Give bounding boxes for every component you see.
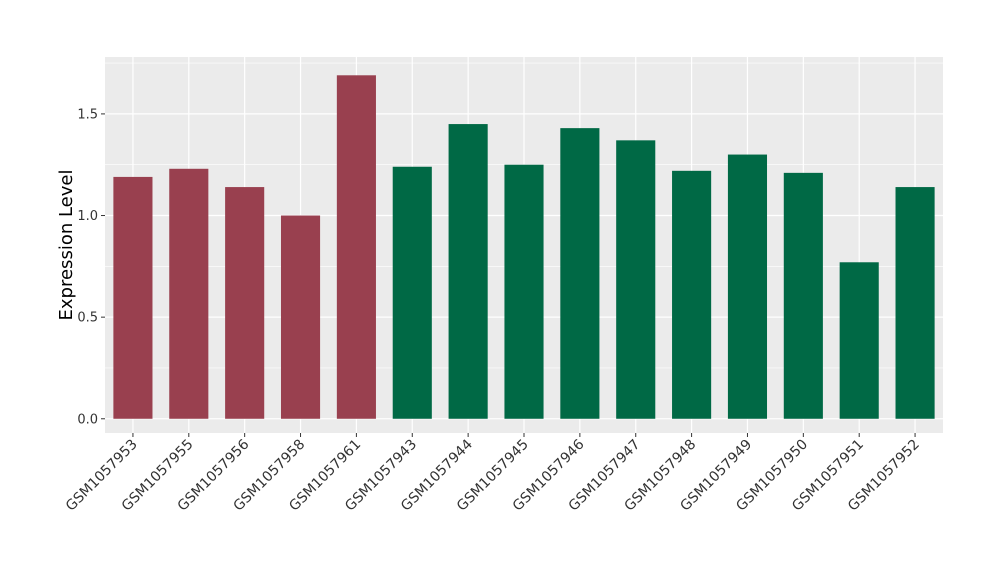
bar-GSM1057956 [225, 187, 265, 419]
bar-GSM1057958 [280, 215, 321, 419]
y-tick-label: 1.0 [77, 209, 98, 224]
bar-GSM1057944 [448, 124, 488, 419]
y-axis: 0.0 0.5 1.0 1.5 [77, 107, 105, 427]
bars-group [113, 75, 935, 419]
y-axis-title: Expression Level [56, 170, 77, 321]
bar-GSM1057951 [839, 262, 879, 419]
y-tick-label: 0.5 [77, 311, 98, 326]
bar-GSM1057955 [169, 168, 209, 419]
bar-GSM1057947 [616, 140, 656, 419]
bar-GSM1057952 [895, 187, 935, 419]
bar-GSM1057943 [392, 166, 432, 419]
bar-GSM1057953 [113, 176, 153, 419]
y-tick-label: 0.0 [77, 412, 98, 427]
bar-GSM1057961 [336, 75, 376, 419]
y-tick-label: 1.5 [77, 107, 98, 122]
bar-GSM1057945 [504, 164, 544, 419]
x-axis: GSM1057953GSM1057955GSM1057956GSM1057958… [63, 433, 923, 514]
bar-GSM1057949 [727, 154, 768, 419]
bar-GSM1057950 [783, 172, 823, 419]
bar-GSM1057946 [560, 128, 600, 419]
bar-GSM1057948 [672, 170, 712, 419]
